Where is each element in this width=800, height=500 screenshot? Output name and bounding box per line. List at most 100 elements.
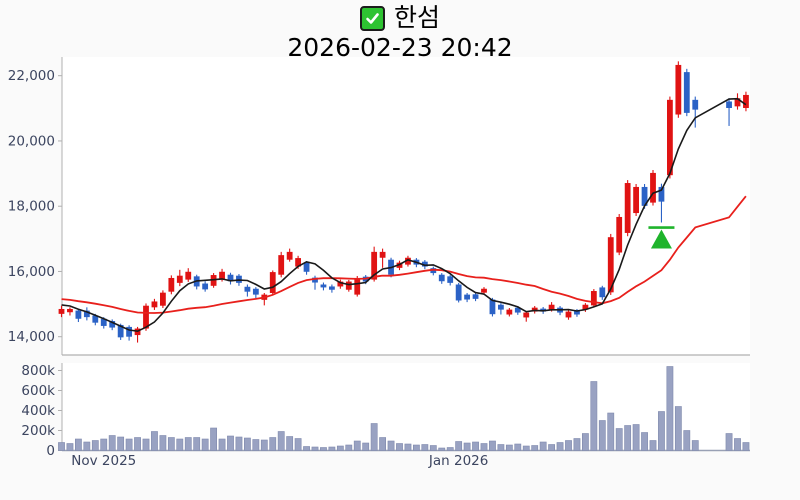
price-tick-label: 14,000 xyxy=(8,329,55,345)
volume-bar xyxy=(210,427,217,451)
volume-bar xyxy=(683,430,691,451)
volume-bar xyxy=(58,442,65,451)
candle-down xyxy=(430,268,437,274)
volume-bar xyxy=(725,433,733,451)
candle-up xyxy=(582,304,589,310)
volume-bar xyxy=(125,438,133,451)
volume-bar xyxy=(573,438,581,451)
candle-down xyxy=(641,186,648,206)
volume-bar xyxy=(429,445,437,451)
candle-up xyxy=(633,186,639,214)
candle-down xyxy=(75,310,82,319)
volume-bar xyxy=(244,437,251,451)
candle-down xyxy=(202,283,209,290)
volume-bar xyxy=(184,437,192,451)
volume-bar xyxy=(539,441,547,451)
candle-down xyxy=(100,318,107,326)
volume-bar xyxy=(624,425,632,451)
candle-up xyxy=(269,272,276,293)
candle-up xyxy=(295,258,301,267)
volume-bar xyxy=(615,428,623,451)
ma-short-line xyxy=(61,97,747,333)
candle-down xyxy=(421,261,428,267)
volume-bar xyxy=(260,439,268,451)
candle-down xyxy=(489,299,496,315)
volume-bar xyxy=(505,444,513,451)
candle-down xyxy=(455,284,462,301)
volume-bar xyxy=(235,436,243,451)
volume-bar xyxy=(590,381,598,451)
candle-down xyxy=(683,72,690,113)
candle-up xyxy=(616,216,623,253)
volume-bar xyxy=(734,438,741,451)
candle-up xyxy=(523,312,530,318)
volume-bar xyxy=(303,446,310,451)
volume-bar xyxy=(336,445,344,451)
candle-up xyxy=(354,277,361,295)
candle-up xyxy=(286,251,293,260)
volume-bar xyxy=(514,443,522,451)
volume-bar xyxy=(607,412,615,451)
candle-up xyxy=(675,64,682,115)
candle-down xyxy=(599,287,606,298)
price-tick-label: 18,000 xyxy=(8,199,55,215)
volume-bar xyxy=(472,441,479,451)
candle-down xyxy=(117,324,124,338)
candle-up xyxy=(379,251,386,258)
month-label: Nov 2025 xyxy=(71,453,136,469)
candle-up xyxy=(67,308,73,313)
candle-down xyxy=(303,262,310,272)
chart-header: 한섬 2026-02-23 20:42 xyxy=(0,3,800,62)
candle-down xyxy=(244,286,251,292)
candle-down xyxy=(236,275,242,283)
candle-down xyxy=(438,274,445,282)
volume-bar xyxy=(370,423,378,451)
volume-bar xyxy=(167,437,175,451)
volume-bar xyxy=(531,445,539,451)
month-label: Jan 2026 xyxy=(428,453,488,469)
candle-down xyxy=(92,315,99,323)
checked-checkbox-icon[interactable] xyxy=(359,5,385,31)
volume-bar xyxy=(320,447,327,451)
volume-bar xyxy=(438,447,446,451)
candle-down xyxy=(472,294,479,299)
volume-bar xyxy=(446,447,454,451)
candle-down xyxy=(320,284,327,288)
volume-bar xyxy=(379,437,386,451)
volume-bar xyxy=(396,443,403,451)
volume-bar xyxy=(176,438,184,451)
volume-tick-label: 800k xyxy=(21,363,55,379)
candle-up xyxy=(565,311,572,318)
candle-up xyxy=(607,237,614,293)
candle-down xyxy=(329,286,335,290)
candle-up xyxy=(481,288,487,293)
volume-bar xyxy=(674,406,682,451)
volume-bar xyxy=(742,442,750,451)
candle-down xyxy=(692,99,699,110)
title-line: 한섬 xyxy=(0,3,800,33)
volume-bar xyxy=(404,443,412,451)
volume-bar xyxy=(159,435,167,451)
candle-up xyxy=(143,305,149,329)
volume-bar xyxy=(362,442,370,451)
volume-bar xyxy=(649,440,657,451)
candle-down xyxy=(83,310,90,318)
volume-bar xyxy=(83,441,91,451)
candle-up xyxy=(667,99,673,176)
candle-up xyxy=(168,277,175,292)
volume-bar xyxy=(91,440,99,451)
volume-bar xyxy=(218,438,226,451)
volume-bar xyxy=(294,438,302,451)
volume-bar xyxy=(581,433,589,451)
candle-up xyxy=(58,308,65,314)
candle-down xyxy=(658,186,665,202)
candle-up xyxy=(278,255,285,275)
volume-bar xyxy=(134,437,141,451)
candle-down xyxy=(447,276,454,283)
candle-down xyxy=(126,326,132,337)
volume-bar xyxy=(66,443,74,451)
volume-bar xyxy=(666,366,674,451)
volume-bar xyxy=(117,436,125,451)
candle-up xyxy=(624,183,631,233)
